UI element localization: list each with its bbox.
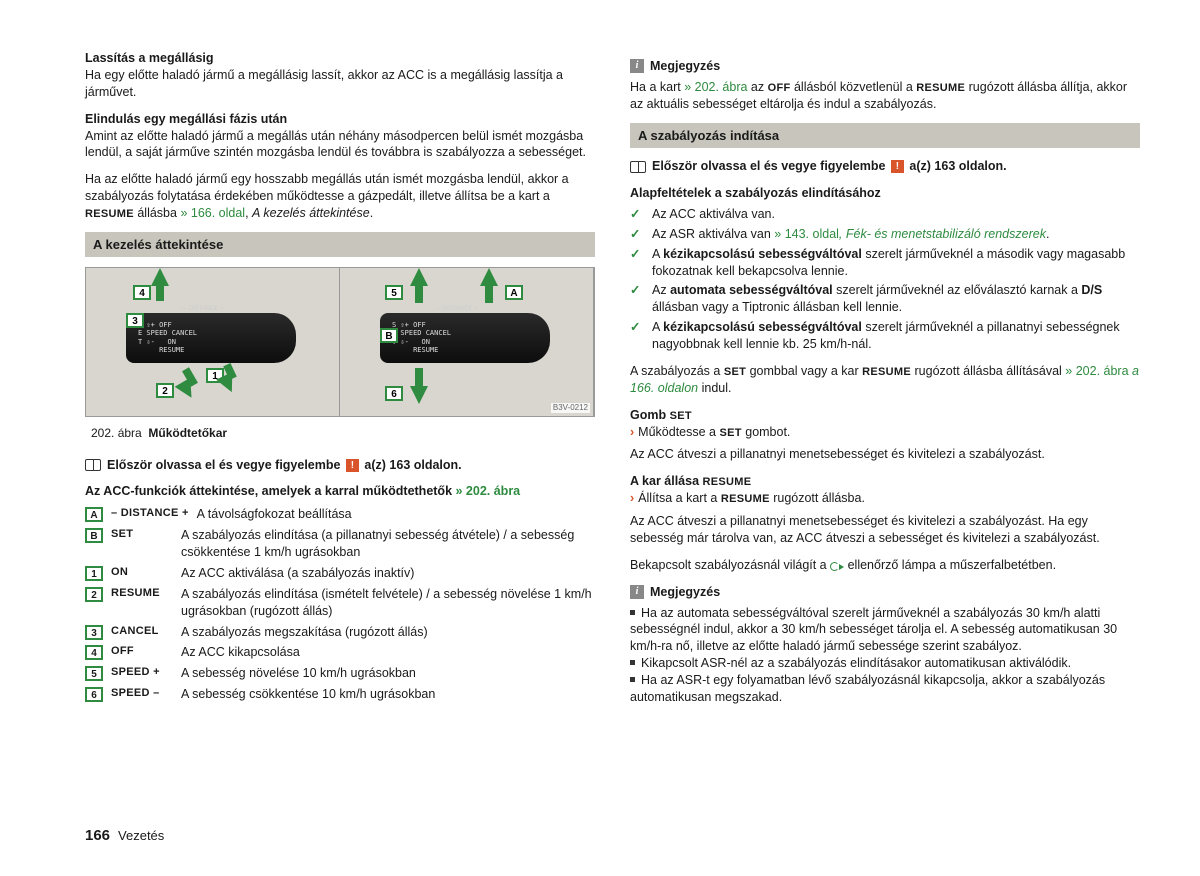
func-row: A – DISTANCE + A távolságfokozat beállítás… <box>85 506 595 523</box>
check-icon: ✓ <box>630 226 642 243</box>
callout-3: 3 <box>126 313 144 328</box>
callout-B: B <box>380 328 398 343</box>
bullet-3: Ha az ASR-t egy folyamatban lévő szabály… <box>630 672 1140 706</box>
p-resume-result: Az ACC átveszi a pillanatnyi menetsebess… <box>630 513 1140 547</box>
func-row: 6 SPEED – A sebesség csökkentése 10 km/h u… <box>85 686 595 703</box>
section-start: A szabályozás indítása <box>630 123 1140 149</box>
heading-restart: Elindulás egy megállási fázis után <box>85 112 287 126</box>
key-desc: A szabályozás elindítása (a pillanatnyi … <box>181 527 595 561</box>
func-row: 1 ON Az ACC aktiválása (a szabályozás inak… <box>85 565 595 582</box>
p-lamp: Bekapcsolt szabályozásnál világít a elle… <box>630 557 1140 574</box>
key-label: CANCEL <box>111 624 173 639</box>
func-row: 5 SPEED + A sebesség növelése 10 km/h ugrá… <box>85 665 595 682</box>
func-row: 3 CANCEL A szabályozás megszakítása (rugóz… <box>85 624 595 641</box>
key-box: 4 <box>85 645 103 660</box>
figure-202: — DISTANCE + S ⇧+ OFF E SPEED CANCEL T ⇩… <box>85 267 595 417</box>
key-desc: Az ACC kikapcsolása <box>181 644 595 661</box>
key-box: B <box>85 528 103 543</box>
checklist-text: Az ASR aktiválva van » 143. oldal, Fék- … <box>652 226 1049 243</box>
key-label: OFF <box>111 644 173 659</box>
heading-resume: A kar állása RESUME <box>630 473 1140 490</box>
check-icon: ✓ <box>630 206 642 223</box>
checklist-text: Az ACC aktiválva van. <box>652 206 775 223</box>
figure-caption: 202. ábra Működtetőkar <box>85 421 595 446</box>
p-restart: Amint az előtte haladó jármű a megállás … <box>85 129 586 160</box>
func-row: 2 RESUME A szabályozás elindítása (ismétel… <box>85 586 595 620</box>
page-footer: 166Vezetés <box>85 826 164 846</box>
heading-slow: Lassítás a megállásig <box>85 51 214 65</box>
heading-set: Gomb SET <box>630 407 1140 424</box>
read-first-note-left: Először olvassa el és vegye figyelembe !… <box>85 457 595 474</box>
key-box: 3 <box>85 625 103 640</box>
key-label: – DISTANCE + <box>111 506 189 521</box>
func-row: 4 OFF Az ACC kikapcsolása <box>85 644 595 661</box>
key-desc: A szabályozás elindítása (ismételt felvé… <box>181 586 595 620</box>
bullet-2: Kikapcsolt ASR-nél az a szabályozás elin… <box>630 655 1140 672</box>
book-icon <box>630 161 646 173</box>
figure-code: B3V-0212 <box>551 403 590 414</box>
key-desc: A távolságfokozat beállítása <box>197 506 595 523</box>
key-label: RESUME <box>111 586 173 601</box>
key-label: ON <box>111 565 173 580</box>
key-desc: Az ACC aktiválása (a szabályozás inaktív… <box>181 565 595 582</box>
info-icon: i <box>630 59 644 73</box>
bullet-1: Ha az automata sebességváltóval szerelt … <box>630 605 1140 656</box>
key-box: 6 <box>85 687 103 702</box>
note-1-text: Ha a kart » 202. ábra az OFF állásból kö… <box>630 79 1140 113</box>
callout-A: A <box>505 285 523 300</box>
checklist-item: ✓ A kézikapcsolású sebességváltóval szere… <box>630 246 1140 280</box>
action-resume: ›Állítsa a kart a RESUME rugózott állásb… <box>630 490 1140 507</box>
callout-6: 6 <box>385 386 403 401</box>
key-box: 1 <box>85 566 103 581</box>
key-label: SPEED + <box>111 665 173 680</box>
check-icon: ✓ <box>630 319 642 353</box>
info-icon: i <box>630 585 644 599</box>
checklist-item: ✓ Az ASR aktiválva van » 143. oldal, Fék-… <box>630 226 1140 243</box>
checklist-item: ✓ Az automata sebességváltóval szerelt já… <box>630 282 1140 316</box>
key-label: SET <box>111 527 173 542</box>
key-desc: A szabályozás megszakítása (rugózott áll… <box>181 624 595 641</box>
key-box: A <box>85 507 103 522</box>
action-set: ›Működtesse a SET gombot. <box>630 424 1140 441</box>
prereq-heading: Alapfeltételek a szabályozás elindításáh… <box>630 185 1140 202</box>
checklist-text: Az automata sebességváltóval szerelt jár… <box>652 282 1140 316</box>
callout-4: 4 <box>133 285 151 300</box>
p-resume: Ha az előtte haladó jármű egy hosszabb m… <box>85 171 595 222</box>
checklist-text: A kézikapcsolású sebességváltóval szerel… <box>652 246 1140 280</box>
key-desc: A sebesség csökkentése 10 km/h ugrásokba… <box>181 686 595 703</box>
checklist-item: ✓ A kézikapcsolású sebességváltóval szere… <box>630 319 1140 353</box>
callout-5: 5 <box>385 285 403 300</box>
note-heading-1: i Megjegyzés <box>630 58 1140 75</box>
checklist-text: A kézikapcsolású sebességváltóval szerel… <box>652 319 1140 353</box>
p-start-method: A szabályozás a SET gombbal vagy a kar R… <box>630 363 1140 397</box>
note-heading-2: i Megjegyzés <box>630 584 1140 601</box>
check-icon: ✓ <box>630 282 642 316</box>
key-label: SPEED – <box>111 686 173 701</box>
checklist-item: ✓ Az ACC aktiválva van. <box>630 206 1140 223</box>
section-overview: A kezelés áttekintése <box>85 232 595 258</box>
acc-lamp-icon <box>830 560 844 572</box>
p-set-result: Az ACC átveszi a pillanatnyi menetsebess… <box>630 446 1140 463</box>
func-row: B SET A szabályozás elindítása (a pillanat… <box>85 527 595 561</box>
check-icon: ✓ <box>630 246 642 280</box>
p-slow: Ha egy előtte haladó jármű a megállásig … <box>85 68 563 99</box>
key-box: 2 <box>85 587 103 602</box>
func-list-title: Az ACC-funkciók áttekintése, amelyek a k… <box>85 483 595 500</box>
warning-icon: ! <box>346 459 359 472</box>
warning-icon: ! <box>891 160 904 173</box>
book-icon <box>85 459 101 471</box>
key-desc: A sebesség növelése 10 km/h ugrásokban <box>181 665 595 682</box>
callout-2: 2 <box>156 383 174 398</box>
read-first-note-right: Először olvassa el és vegye figyelembe !… <box>630 158 1140 175</box>
key-box: 5 <box>85 666 103 681</box>
